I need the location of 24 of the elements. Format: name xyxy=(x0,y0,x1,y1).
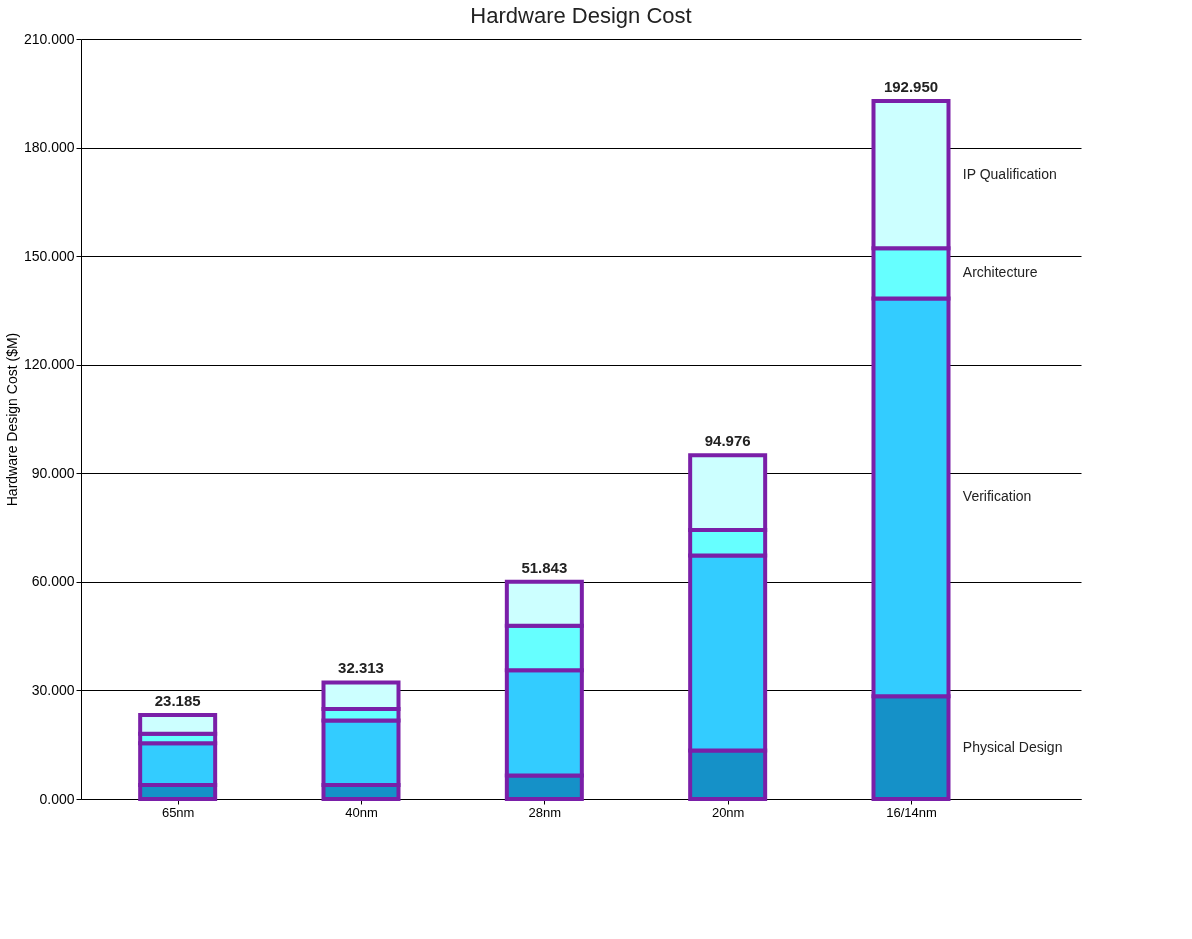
annotation: 94.976 xyxy=(704,432,751,450)
y-tick-label: 30.000 xyxy=(31,681,75,698)
annotation: 32.313 xyxy=(338,659,384,677)
series-label: Architecture xyxy=(962,264,1038,281)
series-label: Verification xyxy=(962,488,1032,505)
y-tick-label: 180.000 xyxy=(23,139,75,156)
x-tick-label: 16/14nm xyxy=(886,804,937,820)
y-tick-label: 120.000 xyxy=(23,356,75,373)
chart-title: Hardware Design Cost xyxy=(470,3,692,28)
annotation: 192.950 xyxy=(883,77,939,95)
y-tick-label: 210.000 xyxy=(23,30,75,47)
y-tick-label: 150.000 xyxy=(23,247,75,264)
y-tick-label: 0.000 xyxy=(39,790,75,807)
y-axis-title: Hardware Design Cost ($M) xyxy=(3,332,20,507)
x-tick-label: 20nm xyxy=(711,804,745,820)
annotation: 51.843 xyxy=(521,558,568,576)
annotation: 23.185 xyxy=(154,692,201,710)
x-tick-label: 65nm xyxy=(161,804,195,820)
x-tick-label: 40nm xyxy=(345,804,378,820)
series-label: Physical Design xyxy=(962,738,1063,755)
x-tick-label: 28nm xyxy=(528,804,562,820)
y-tick-label: 60.000 xyxy=(31,573,75,590)
series-label: IP Qualification xyxy=(962,165,1057,182)
y-tick-label: 90.000 xyxy=(31,464,75,481)
